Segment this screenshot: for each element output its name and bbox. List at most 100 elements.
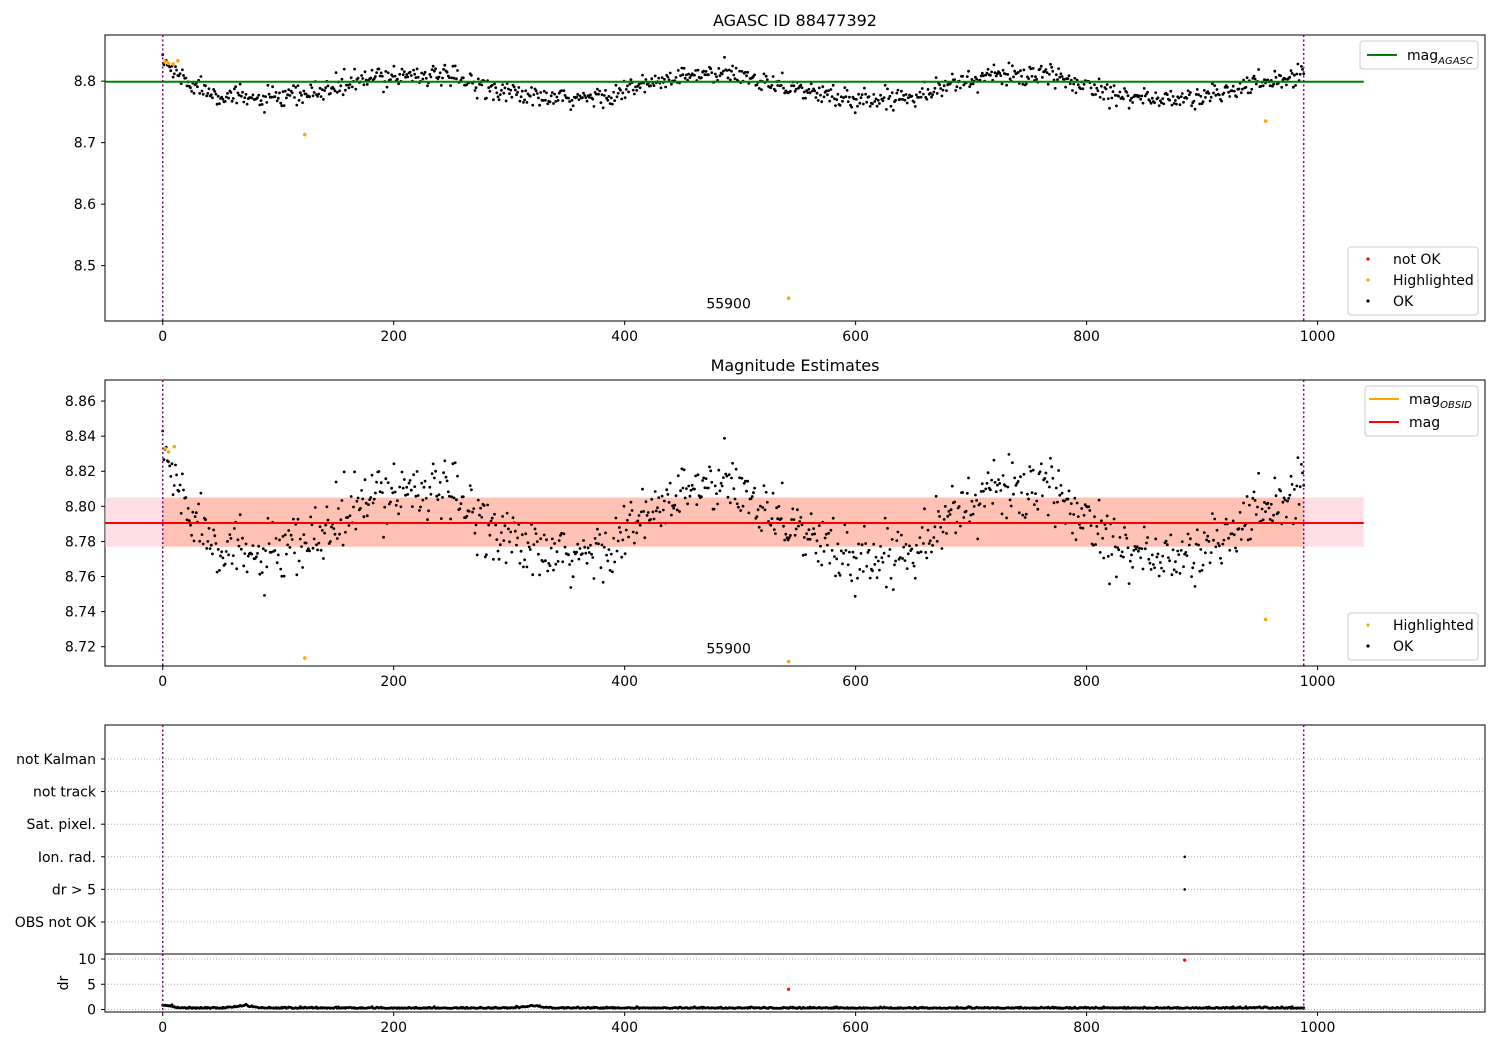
ok-point bbox=[281, 535, 285, 538]
ok-point bbox=[1110, 553, 1114, 556]
ok-point bbox=[826, 93, 829, 97]
ok-point bbox=[889, 104, 893, 108]
ok-point bbox=[556, 99, 560, 102]
ok-point bbox=[703, 486, 707, 490]
ok-point bbox=[1079, 87, 1082, 91]
ok-point bbox=[867, 95, 871, 98]
ok-point bbox=[882, 96, 886, 99]
ok-point bbox=[1199, 94, 1203, 98]
ok-point bbox=[745, 74, 748, 78]
ok-point bbox=[920, 526, 924, 529]
ok-point bbox=[470, 73, 473, 77]
ok-point bbox=[709, 67, 713, 71]
ok-point bbox=[860, 93, 864, 96]
ok-point bbox=[679, 489, 682, 493]
ok-point bbox=[398, 485, 402, 489]
ok-point bbox=[1175, 102, 1178, 106]
ok-point bbox=[162, 458, 166, 461]
ok-point bbox=[221, 97, 225, 101]
ok-point bbox=[888, 548, 892, 551]
ok-point bbox=[854, 97, 858, 101]
ok-point bbox=[797, 524, 800, 528]
ok-point bbox=[197, 502, 201, 506]
ok-point bbox=[1068, 82, 1072, 86]
ok-point bbox=[185, 518, 189, 522]
ok-point bbox=[271, 85, 274, 89]
ok-point bbox=[831, 516, 835, 520]
ok-point bbox=[330, 525, 333, 529]
ok-point bbox=[542, 533, 546, 537]
ok-point bbox=[782, 524, 785, 528]
ok-point bbox=[787, 536, 791, 540]
ok-point bbox=[1157, 574, 1161, 578]
ok-point bbox=[461, 76, 465, 80]
ok-point bbox=[739, 509, 743, 512]
ok-point bbox=[414, 76, 418, 79]
ok-point bbox=[402, 70, 406, 74]
ok-point bbox=[827, 89, 830, 92]
ok-point bbox=[600, 543, 604, 547]
ok-point bbox=[370, 68, 374, 72]
ok-point bbox=[723, 436, 726, 440]
ok-point bbox=[244, 542, 248, 546]
ok-point bbox=[189, 86, 192, 90]
ok-point bbox=[576, 93, 580, 96]
ok-point bbox=[1104, 527, 1108, 531]
ok-point bbox=[998, 71, 1002, 75]
ok-point bbox=[934, 76, 938, 79]
category-label: dr > 5 bbox=[52, 882, 96, 898]
ok-point bbox=[185, 84, 189, 88]
ok-point bbox=[814, 551, 818, 555]
ok-point bbox=[900, 89, 903, 93]
ok-point bbox=[875, 104, 879, 108]
ok-point bbox=[1234, 546, 1237, 550]
ok-point bbox=[789, 89, 792, 93]
ok-point bbox=[589, 93, 592, 97]
ok-point bbox=[324, 523, 328, 527]
ok-point bbox=[244, 92, 248, 96]
ok-point bbox=[613, 99, 617, 102]
ok-point bbox=[1189, 91, 1192, 94]
ok-point bbox=[1012, 492, 1015, 496]
ok-point bbox=[389, 500, 392, 504]
ok-point bbox=[1295, 484, 1299, 488]
ok-point bbox=[545, 91, 548, 95]
ok-point bbox=[1178, 103, 1182, 107]
ok-point bbox=[1227, 536, 1230, 540]
ok-point bbox=[1205, 538, 1208, 542]
ok-point bbox=[528, 548, 532, 551]
ok-point bbox=[402, 478, 406, 481]
ok-point bbox=[474, 523, 478, 527]
ok-point bbox=[1208, 561, 1212, 565]
ok-point bbox=[865, 564, 869, 568]
ok-point bbox=[545, 538, 548, 542]
ok-point bbox=[891, 108, 895, 112]
ok-point bbox=[1256, 505, 1259, 509]
ok-point bbox=[438, 481, 442, 484]
ok-point bbox=[601, 580, 605, 584]
ok-point bbox=[494, 523, 498, 527]
highlighted-point bbox=[1263, 617, 1268, 622]
ok-point bbox=[738, 69, 741, 73]
ok-point bbox=[865, 100, 869, 104]
ok-point bbox=[434, 469, 437, 473]
y-tick-label: 8.8 bbox=[74, 74, 96, 90]
ok-point bbox=[496, 95, 500, 99]
ok-point bbox=[715, 492, 718, 495]
ok-point bbox=[211, 96, 214, 100]
ok-point bbox=[780, 481, 784, 485]
ok-point bbox=[1100, 84, 1103, 88]
ok-point bbox=[627, 90, 630, 94]
ok-point bbox=[1135, 545, 1139, 549]
ok-point bbox=[427, 509, 430, 513]
ok-point bbox=[364, 78, 368, 82]
ok-point bbox=[663, 499, 666, 503]
ok-point bbox=[910, 547, 914, 551]
ok-point bbox=[324, 86, 328, 90]
ok-point bbox=[849, 573, 852, 577]
ok-point bbox=[204, 84, 207, 88]
ok-point bbox=[1198, 569, 1202, 573]
ok-point bbox=[607, 548, 611, 551]
ok-point bbox=[1156, 552, 1160, 556]
ok-point bbox=[874, 555, 878, 559]
